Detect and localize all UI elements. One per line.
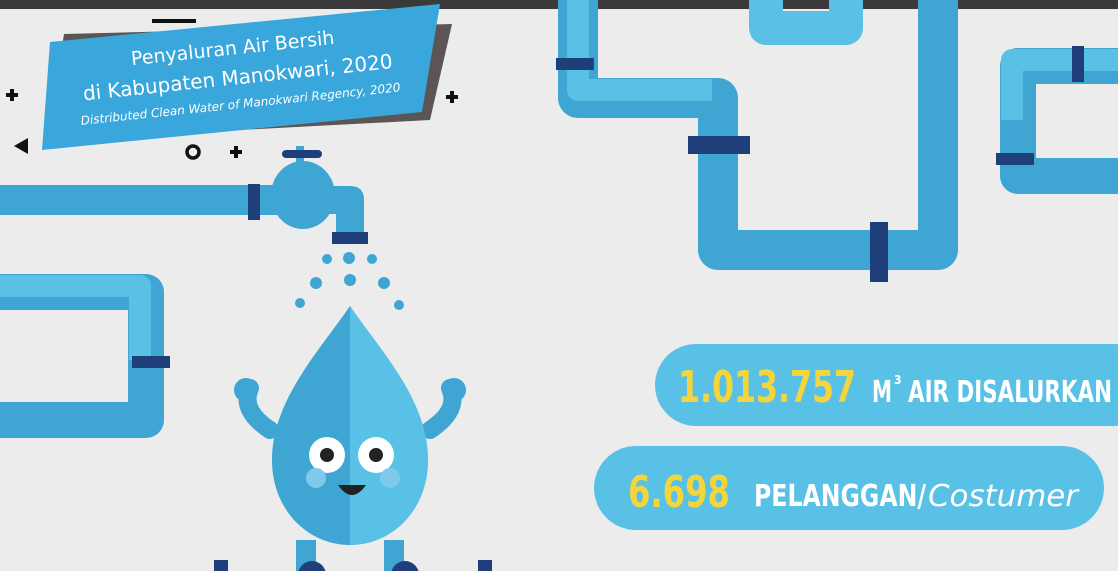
stat-2: 6.698 PELANGGAN/ Costumer — [594, 446, 1104, 530]
stat-unit-exponent: 3 — [894, 373, 902, 387]
stat-label-english: Costumer — [928, 479, 1080, 514]
stat-label: AIR DISALURKAN — [908, 375, 1112, 410]
stat-number: 6.698 — [628, 467, 730, 518]
infographic: Penyaluran Air Bersih di Kabupaten Manok… — [0, 0, 1118, 571]
page: Penyaluran Air Bersih di Kabupaten Manok… — [0, 0, 1118, 571]
stat-number: 1.013.757 — [678, 362, 856, 413]
stat-label: PELANGGAN/ — [754, 479, 926, 514]
stat-1: 1.013.757 M 3 AIR DISALURKAN — [655, 344, 1118, 426]
stat-unit: M — [872, 375, 892, 410]
